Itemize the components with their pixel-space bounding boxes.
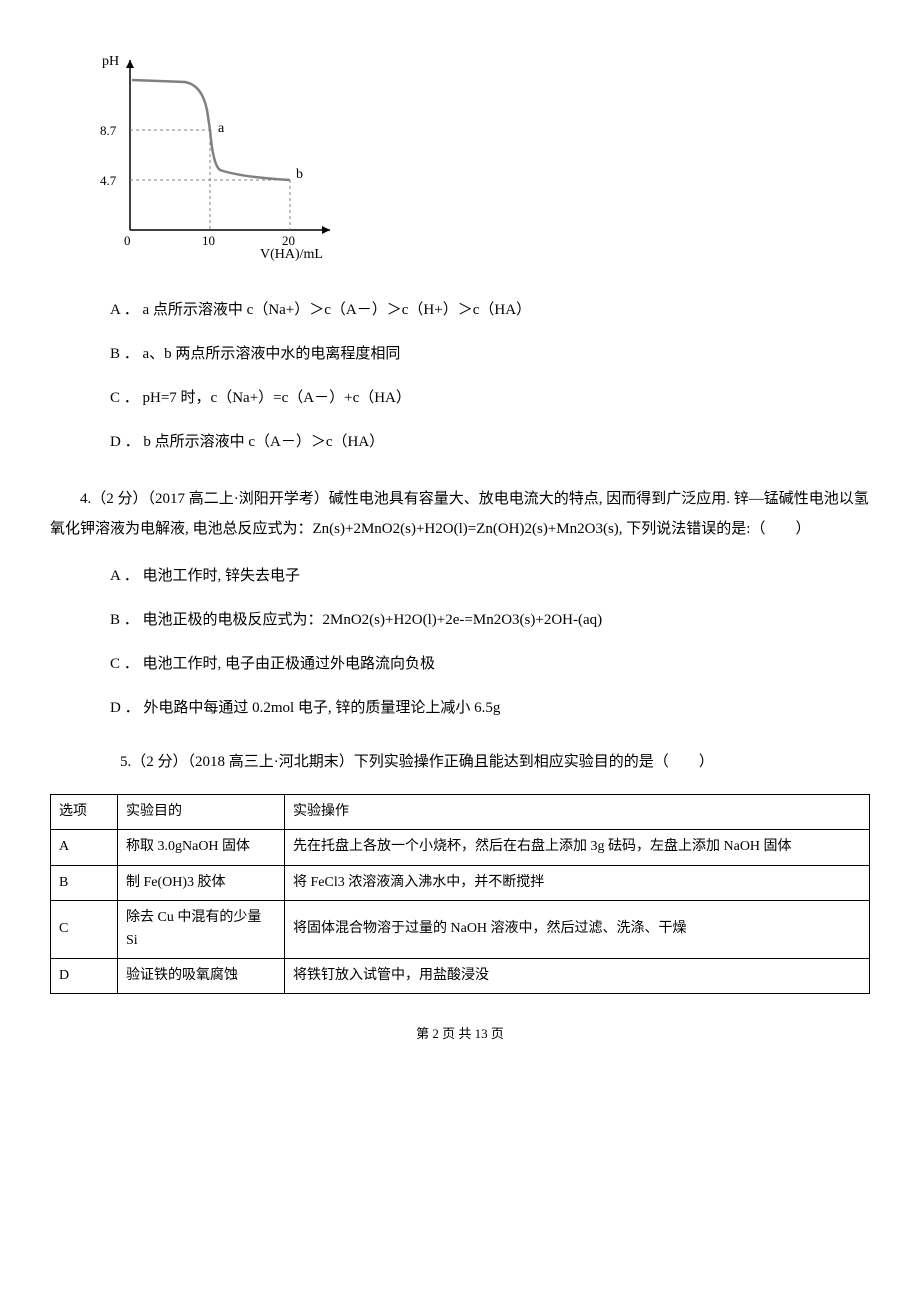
header-operation: 实验操作 (285, 795, 870, 830)
point-b-label: b (296, 167, 303, 182)
q4-option-b: B ． 电池正极的电极反应式为：2MnO2(s)+H2O(l)+2e-=Mn2O… (110, 608, 870, 632)
cell-purpose: 验证铁的吸氧腐蚀 (118, 958, 285, 993)
header-purpose: 实验目的 (118, 795, 285, 830)
x-tick-0: 0 (124, 233, 131, 248)
question-4-stem: 4.（2 分）（2017 高二上·浏阳开学考）碱性电池具有容量大、放电电流大的特… (50, 484, 870, 544)
cell-operation: 先在托盘上各放一个小烧杯，然后在右盘上添加 3g 砝码，左盘上添加 NaOH 固… (285, 830, 870, 865)
table-row: A 称取 3.0gNaOH 固体 先在托盘上各放一个小烧杯，然后在右盘上添加 3… (51, 830, 870, 865)
q4-option-d: D ． 外电路中每通过 0.2mol 电子, 锌的质量理论上减小 6.5g (110, 696, 870, 720)
x-tick-10: 10 (202, 233, 215, 248)
cell-purpose: 制 Fe(OH)3 胶体 (118, 865, 285, 900)
q3-option-a: A ． a 点所示溶液中 c（Na+）＞c（A－）＞c（H+）＞c（HA） (110, 298, 870, 322)
table-row: D 验证铁的吸氧腐蚀 将铁钉放入试管中，用盐酸浸没 (51, 958, 870, 993)
y-tick-47: 4.7 (100, 173, 117, 188)
table-header-row: 选项 实验目的 实验操作 (51, 795, 870, 830)
x-axis-label: V(HA)/mL (260, 247, 323, 262)
experiment-table: 选项 实验目的 实验操作 A 称取 3.0gNaOH 固体 先在托盘上各放一个小… (50, 794, 870, 994)
cell-operation: 将 FeCl3 浓溶液滴入沸水中，并不断搅拌 (285, 865, 870, 900)
cell-option: A (51, 830, 118, 865)
x-tick-20: 20 (282, 233, 295, 248)
page-footer: 第 2 页 共 13 页 (50, 1024, 870, 1045)
q3-option-d: D ． b 点所示溶液中 c（A－）＞c（HA） (110, 430, 870, 454)
cell-operation: 将铁钉放入试管中，用盐酸浸没 (285, 958, 870, 993)
table-row: B 制 Fe(OH)3 胶体 将 FeCl3 浓溶液滴入沸水中，并不断搅拌 (51, 865, 870, 900)
q4-option-a: A ． 电池工作时, 锌失去电子 (110, 564, 870, 588)
q4-option-c: C ． 电池工作时, 电子由正极通过外电路流向负极 (110, 652, 870, 676)
q3-option-b: B ． a、b 两点所示溶液中水的电离程度相同 (110, 342, 870, 366)
cell-purpose: 称取 3.0gNaOH 固体 (118, 830, 285, 865)
q3-option-c: C ． pH=7 时，c（Na+）=c（A－）+c（HA） (110, 386, 870, 410)
cell-option: B (51, 865, 118, 900)
y-axis-label: pH (102, 54, 119, 69)
cell-purpose: 除去 Cu 中混有的少量 Si (118, 901, 285, 959)
cell-operation: 将固体混合物溶于过量的 NaOH 溶液中，然后过滤、洗涤、干燥 (285, 901, 870, 959)
titration-chart: pH V(HA)/mL 0 10 20 8.7 4.7 a b (90, 50, 870, 278)
header-option: 选项 (51, 795, 118, 830)
question-5-stem: 5.（2 分）（2018 高三上·河北期末）下列实验操作正确且能达到相应实验目的… (90, 750, 870, 774)
y-tick-87: 8.7 (100, 123, 117, 138)
point-a-label: a (218, 121, 225, 136)
table-row: C 除去 Cu 中混有的少量 Si 将固体混合物溶于过量的 NaOH 溶液中，然… (51, 901, 870, 959)
cell-option: D (51, 958, 118, 993)
cell-option: C (51, 901, 118, 959)
